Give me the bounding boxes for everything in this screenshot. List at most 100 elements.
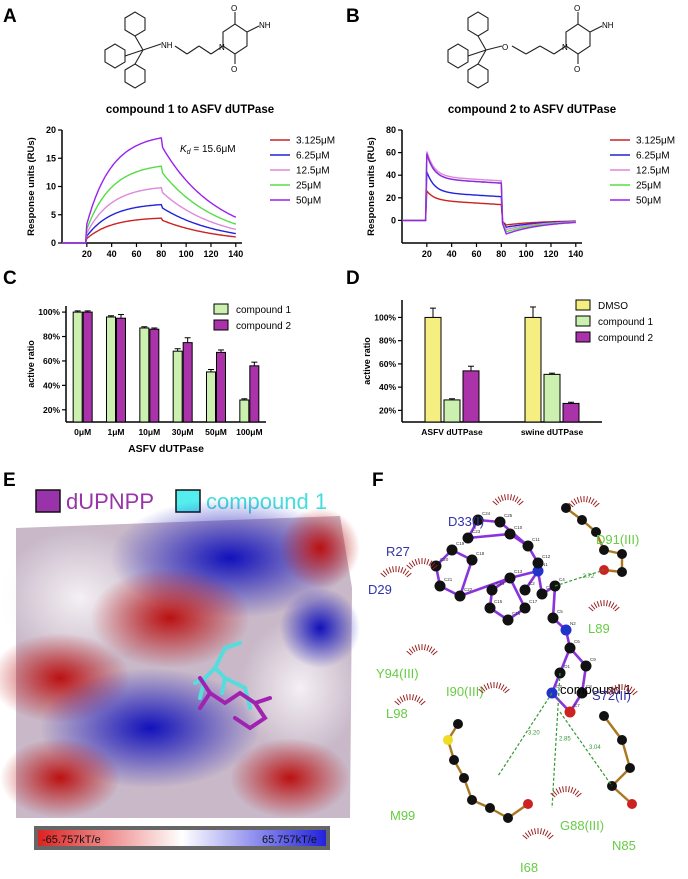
hydrophobic-spoke <box>524 832 530 838</box>
chart-b-spr-compound-2: 02040608020406080100120140Time(s)Respons… <box>366 125 675 258</box>
structure-compound-1: NH O O N NH <box>104 4 271 89</box>
hydrogen-bond <box>497 692 553 777</box>
atom-label: O1 <box>564 664 571 669</box>
hydrophobic-spoke <box>490 682 493 689</box>
y-axis-label: active ratio <box>26 340 36 388</box>
hydrophobic-spoke <box>568 502 574 508</box>
residue-label: M99 <box>390 808 415 823</box>
hydrophobic-spoke <box>628 686 633 693</box>
legend-label: compound 1 <box>236 305 291 316</box>
hydrophobic-spoke <box>382 570 388 576</box>
atom-n: N <box>219 43 225 52</box>
y-tick-label: 40% <box>379 382 396 392</box>
hydrogen-bond <box>551 672 561 809</box>
residue-atom <box>617 735 627 745</box>
hydrophobic-spoke <box>397 566 400 573</box>
series-line-2 <box>402 171 576 228</box>
atom-label: C2 <box>529 581 535 586</box>
atom-label: C18 <box>476 551 485 556</box>
legend-label: 12.5μM <box>296 166 330 177</box>
hydrophobic-spoke <box>418 558 421 565</box>
atom-label: C14 <box>496 581 505 586</box>
hydrophobic-spoke <box>495 682 498 689</box>
hbond-distance: 3.20 <box>528 731 540 737</box>
chart-c-inhibition: 20% 40% 60% 80% 100% active ratio 0μM 1μM 10μM 30… <box>26 303 291 455</box>
y-tick-label: 0 <box>51 238 56 248</box>
ligand-atom <box>494 516 506 528</box>
atom-label: C21 <box>444 577 453 582</box>
hydrophobic-spoke <box>411 646 416 653</box>
atom-n: N <box>562 43 568 52</box>
residue-atom <box>459 773 469 783</box>
hydrophobic-spoke <box>610 602 615 609</box>
bar-compound-2 <box>82 311 93 423</box>
hbond-distance: 2.85 <box>559 737 571 743</box>
residue-label: S72(II) <box>592 688 631 703</box>
panel-f-interaction-diagram: N1 C2 C3 C4 C5 N2 C6 O1 O2 C7 C8 C9 C10 C11 C12 C13 C14 C… <box>368 494 639 875</box>
bar-compound-2 <box>216 351 226 423</box>
ligand-atom <box>560 624 572 636</box>
hydrophobic-spoke <box>500 495 504 502</box>
ligand-atom <box>564 642 576 654</box>
hydrophobic-spoke <box>594 502 600 508</box>
residue-atom <box>577 515 587 525</box>
series-line-3 <box>62 186 236 244</box>
residue-label: I90(III) <box>446 684 484 699</box>
hydrophobic-spoke <box>423 558 426 565</box>
scale-min-label: -65.757kT/e <box>42 834 101 846</box>
atom-label: C22 <box>464 587 473 592</box>
bar-compound-2 <box>562 402 580 423</box>
hydrophobic-spoke <box>428 560 433 567</box>
hydrophobic-spoke <box>592 500 598 506</box>
hydrophobic-spoke <box>418 698 424 704</box>
x-tick-label: 120 <box>203 249 218 258</box>
atom-label: C16 <box>512 611 521 616</box>
ligand-atom <box>522 540 534 552</box>
hydrophobic-spoke <box>630 688 636 694</box>
series-line-5 <box>402 153 576 235</box>
y-tick-label: 0 <box>391 215 396 225</box>
x-axis-label: ASFV dUTPase <box>128 443 204 455</box>
hydrophobic-spoke <box>414 695 418 702</box>
ligand-atom <box>486 584 498 596</box>
y-tick-label: 5 <box>51 210 56 220</box>
residue-atom <box>617 549 627 559</box>
residue-atom <box>453 719 463 729</box>
panel-label-e: E <box>3 470 16 491</box>
hydrophobic-spoke <box>492 500 498 506</box>
hydrophobic-spoke <box>430 562 436 568</box>
ligand-atom <box>462 532 474 544</box>
atom-nh-ring: NH <box>602 21 614 30</box>
y-tick-label: 40% <box>43 380 60 390</box>
hydrophobic-spoke <box>522 834 528 840</box>
hydrophobic-spoke <box>605 600 608 607</box>
hydrophobic-spoke <box>420 700 426 706</box>
atom-label: C6 <box>574 639 580 644</box>
chart-a-title: compound 1 to ASFV dUTPase <box>105 104 275 116</box>
residue-atom <box>443 735 453 745</box>
residue-atom <box>591 527 601 537</box>
bar-compound-2 <box>462 370 480 423</box>
x-tick-label: ASFV dUTPase <box>421 427 483 437</box>
atom-label: C12 <box>542 554 551 559</box>
ligand-label: compound 1 <box>560 682 632 697</box>
hydrophobic-spoke <box>414 645 418 652</box>
y-axis-label: Response units (RUs) <box>366 137 377 236</box>
hydrophobic-spoke <box>411 694 414 701</box>
bar-compound-2 <box>182 342 193 423</box>
series-line-5 <box>62 137 237 244</box>
series-line-1 <box>62 217 236 244</box>
hydrophobic-spoke <box>590 498 595 505</box>
hydrophobic-spoke <box>498 683 502 690</box>
hydrophobic-spoke <box>418 644 421 651</box>
hydrophobic-spoke <box>623 684 626 691</box>
hydrophobic-spoke <box>480 686 486 692</box>
hydrophobic-spoke <box>548 834 554 840</box>
hydrophobic-spoke <box>576 792 582 798</box>
hydrophobic-spoke <box>494 498 500 504</box>
hydrophobic-spoke <box>400 567 404 574</box>
ligand-atom <box>519 584 531 596</box>
hydrophobic-spoke <box>509 494 512 501</box>
residue-label: D33(I) <box>448 514 484 529</box>
hydrophobic-spoke <box>423 644 426 651</box>
